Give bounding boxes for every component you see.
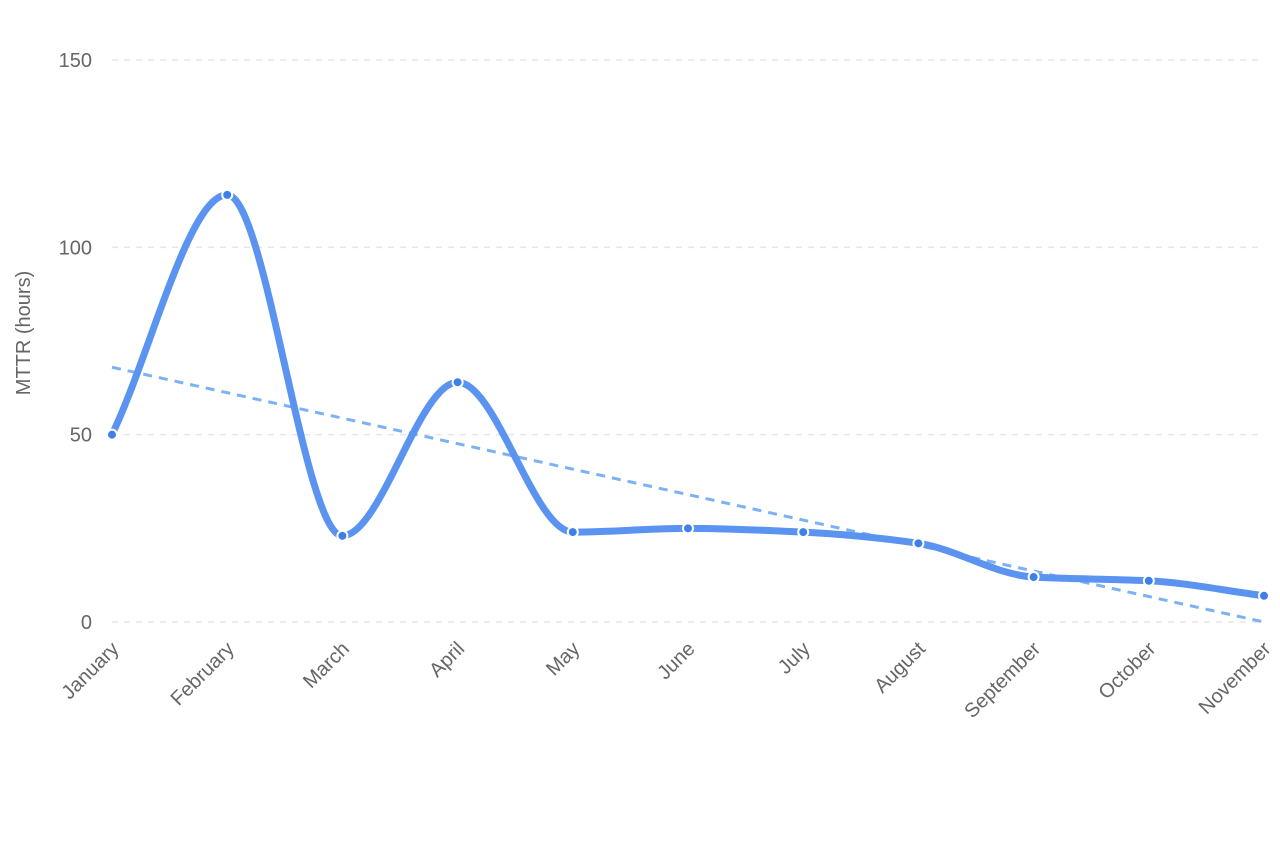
y-tick-label: 0 [81,612,92,634]
data-point-july[interactable] [797,526,810,539]
mttr-series-line [108,191,1268,600]
data-point-june[interactable] [682,522,694,535]
data-point-may[interactable] [566,526,579,539]
x-tick-label-april: April [425,638,469,682]
x-tick-label-july: July [774,638,815,679]
marker-layer [106,188,1270,602]
x-tick-label-september: September [960,638,1045,723]
x-tick-label-august: August [870,638,930,698]
trendline-layer [111,365,1265,624]
x-axis-ticks: January February March April May June July Augu… [58,638,1276,723]
data-point-september[interactable] [1027,571,1040,584]
y-axis-ticks: 0 50 100 150 [59,50,92,634]
data-point-november[interactable] [1258,589,1270,602]
x-tick-label-may: May [542,638,584,680]
data-point-march[interactable] [336,529,349,542]
x-tick-label-october: October [1094,638,1160,704]
data-point-august[interactable] [912,537,925,550]
x-tick-label-november: November [1195,638,1276,719]
x-tick-label-june: June [653,638,699,684]
data-point-february[interactable] [221,188,234,201]
y-tick-label: 150 [59,50,92,72]
trendline [111,365,1265,624]
y-tick-label: 50 [70,425,92,447]
series-layer [108,191,1268,600]
data-point-october[interactable] [1142,574,1155,587]
data-point-april[interactable] [451,376,464,389]
y-tick-label: 100 [59,237,92,259]
grid-layer [112,59,1260,623]
x-tick-label-march: March [299,638,354,693]
data-point-january[interactable] [106,428,118,441]
x-tick-label-february: February [167,638,239,710]
y-axis-title: MTTR (hours) [13,271,35,395]
x-tick-label-january: January [58,638,124,704]
